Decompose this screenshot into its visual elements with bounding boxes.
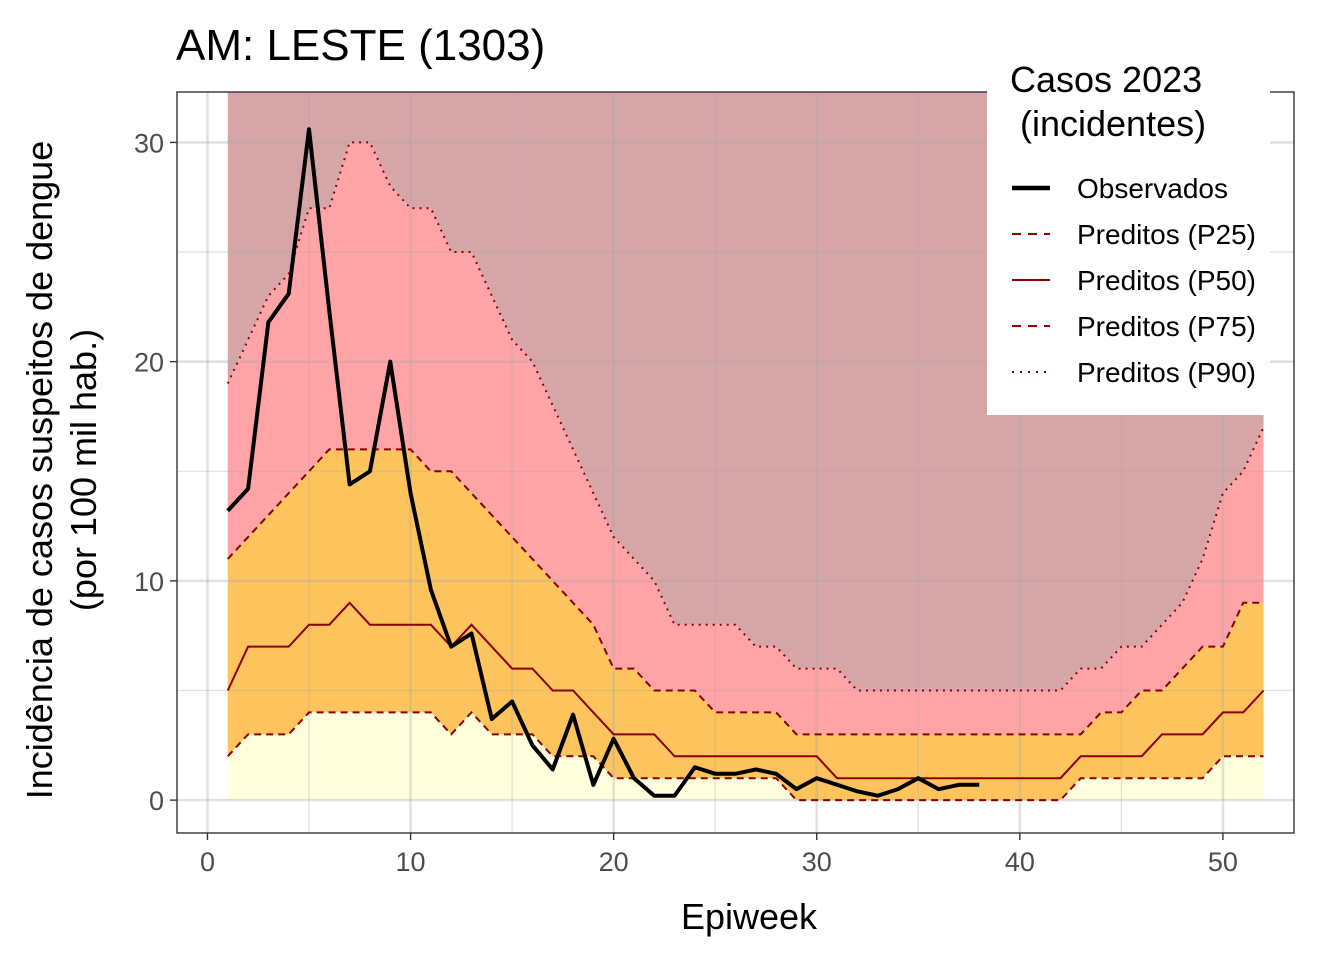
prediction-lines bbox=[226, 141, 1265, 802]
legend-title-line-2: (incidentes) bbox=[1010, 103, 1206, 144]
band-p25-p75 bbox=[227, 449, 1264, 801]
y-axis-title-line-2: (por 100 mil hab.) bbox=[63, 329, 104, 611]
x-tick-label: 0 bbox=[200, 847, 215, 877]
legend-label-4: Preditos (P75) bbox=[1077, 311, 1256, 342]
series-preditos-p50 bbox=[226, 601, 1265, 780]
y-tick-label: 30 bbox=[134, 128, 164, 158]
y-axis-title: Incidência de casos suspeitos de dengue … bbox=[19, 141, 104, 799]
legend-label-5: Preditos (P90) bbox=[1077, 357, 1256, 388]
band-below-p25 bbox=[227, 712, 1264, 801]
x-tick-label: 50 bbox=[1208, 847, 1238, 877]
x-tick-label: 20 bbox=[599, 847, 629, 877]
y-axis-title-line-1: Incidência de casos suspeitos de dengue bbox=[19, 141, 60, 799]
legend-label-2: Preditos (P25) bbox=[1077, 219, 1256, 250]
x-tick-label: 10 bbox=[396, 847, 426, 877]
legend-title-line-1: Casos 2023 bbox=[1010, 59, 1202, 100]
y-tick-label: 0 bbox=[149, 786, 164, 816]
band-p75-p90 bbox=[227, 142, 1264, 735]
x-tick-label: 30 bbox=[802, 847, 832, 877]
series-preditos-p75 bbox=[227, 448, 1264, 736]
series-observados bbox=[226, 127, 980, 798]
x-axis: 0 10 20 30 40 50 bbox=[200, 833, 1238, 877]
series-preditos-p25 bbox=[227, 710, 1264, 802]
y-axis: 0 10 20 30 bbox=[134, 128, 177, 816]
panel-border bbox=[176, 91, 1295, 834]
x-tick-label: 40 bbox=[1005, 847, 1035, 877]
legend-label-3: Preditos (P50) bbox=[1077, 265, 1256, 296]
legend-label-1: Observados bbox=[1077, 173, 1228, 204]
legend: Casos 2023 (incidentes) Observados Predit… bbox=[987, 55, 1270, 415]
y-tick-label: 10 bbox=[134, 567, 164, 597]
observed-line-group bbox=[226, 127, 980, 798]
legend-items: Observados Preditos (P25) Preditos (P50) Pr… bbox=[1012, 173, 1256, 388]
chart-title: AM: LESTE (1303) bbox=[176, 21, 545, 70]
y-tick-label: 20 bbox=[134, 348, 164, 378]
x-axis-title: Epiweek bbox=[681, 896, 818, 937]
